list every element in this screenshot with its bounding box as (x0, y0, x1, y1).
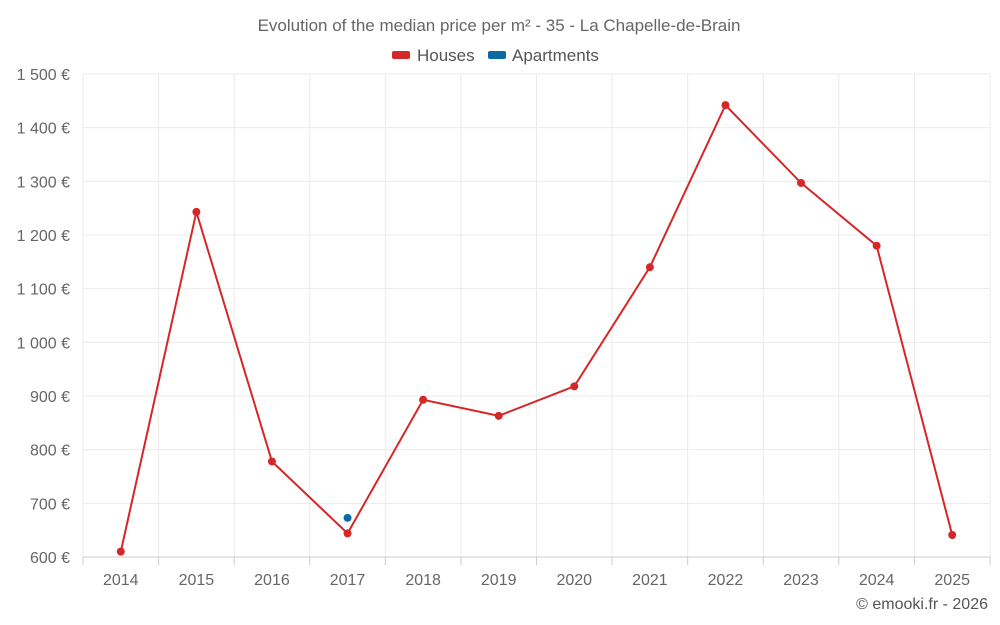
y-tick-label: 1 000 € (17, 335, 70, 352)
y-tick-label: 1 500 € (17, 67, 70, 84)
y-tick-label: 600 € (30, 550, 70, 567)
legend-label-apartments: Apartments (512, 46, 599, 65)
series-apartments (343, 513, 352, 522)
x-tick-label: 2021 (632, 572, 668, 589)
x-tick-label: 2016 (254, 572, 290, 589)
x-tick-label: 2020 (556, 572, 592, 589)
series-line-houses (119, 103, 954, 552)
y-tick-label: 1 100 € (17, 282, 70, 299)
data-point-apartments[interactable] (343, 513, 352, 522)
series (116, 101, 957, 556)
data-point-houses[interactable] (570, 382, 579, 391)
legend: Houses Apartments (392, 46, 599, 65)
chart-title: Evolution of the median price per m² - 3… (258, 16, 741, 35)
data-point-houses[interactable] (721, 101, 730, 110)
data-point-houses[interactable] (192, 207, 201, 216)
data-point-houses[interactable] (494, 411, 503, 420)
y-tick-label: 700 € (30, 496, 70, 513)
x-tick-label: 2025 (934, 572, 970, 589)
x-tick-label: 2024 (859, 572, 895, 589)
data-point-houses[interactable] (797, 178, 806, 187)
x-tick-label: 2022 (708, 572, 744, 589)
x-tick-label: 2023 (783, 572, 819, 589)
y-tick-label: 800 € (30, 443, 70, 460)
grid (82, 73, 991, 558)
x-tick-label: 2017 (330, 572, 366, 589)
axes: 600 € 700 € 800 € 900 € 1 000 € 1 100 € 1 200 … (17, 67, 991, 589)
legend-label-houses: Houses (417, 46, 475, 65)
legend-swatch-houses (392, 51, 410, 59)
legend-swatch-apartments (488, 51, 506, 59)
x-tick-label: 2015 (179, 572, 215, 589)
data-point-houses[interactable] (948, 530, 957, 539)
credit-text: © emooki.fr - 2026 (856, 596, 988, 613)
legend-item-houses[interactable]: Houses (392, 46, 475, 65)
x-tick-label: 2018 (405, 572, 441, 589)
data-point-houses[interactable] (116, 547, 125, 556)
x-tick-label: 2014 (103, 572, 139, 589)
series-houses (116, 101, 957, 556)
y-tick-label: 1 300 € (17, 174, 70, 191)
y-tick-label: 900 € (30, 389, 70, 406)
y-tick-label: 1 400 € (17, 121, 70, 138)
data-point-houses[interactable] (645, 263, 654, 272)
data-point-houses[interactable] (343, 529, 352, 538)
x-tick-label: 2019 (481, 572, 517, 589)
data-point-houses[interactable] (267, 457, 276, 466)
data-point-houses[interactable] (419, 395, 428, 404)
y-tick-label: 1 200 € (17, 228, 70, 245)
legend-item-apartments[interactable]: Apartments (488, 46, 599, 65)
data-point-houses[interactable] (872, 241, 881, 250)
